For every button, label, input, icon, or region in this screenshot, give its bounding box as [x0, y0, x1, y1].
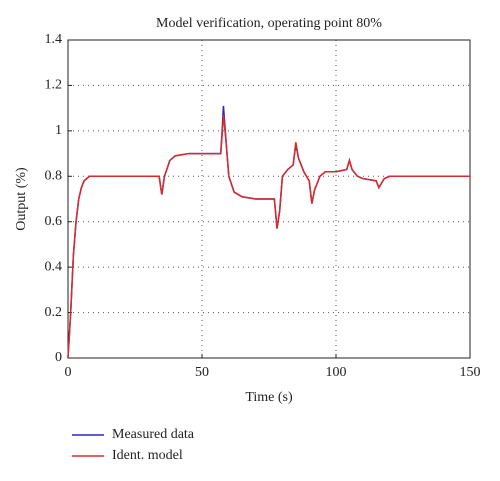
y-tick-label: 0.2	[45, 305, 63, 320]
x-axis-label: Time (s)	[245, 390, 293, 405]
x-tick-label: 0	[65, 365, 72, 380]
y-tick-label: 0	[55, 350, 62, 365]
chart-title: Model verification, operating point 80%	[156, 16, 382, 31]
y-tick-label: 1.2	[45, 78, 63, 93]
y-tick-label: 1.4	[45, 32, 63, 47]
x-tick-label: 150	[460, 365, 481, 380]
legend-label: Measured data	[112, 427, 195, 442]
series-line	[67, 105, 470, 359]
series-line	[67, 114, 470, 359]
y-axis-label: Output (%)	[14, 167, 29, 231]
y-tick-label: 0.8	[45, 169, 63, 184]
y-tick-label: 0.4	[45, 259, 63, 274]
y-tick-label: 0.6	[45, 214, 63, 229]
legend-label: Ident. model	[112, 448, 183, 463]
y-tick-label: 1	[55, 123, 62, 138]
plot-frame	[67, 39, 471, 359]
x-tick-label: 100	[326, 365, 347, 380]
x-tick-label: 50	[195, 365, 209, 380]
